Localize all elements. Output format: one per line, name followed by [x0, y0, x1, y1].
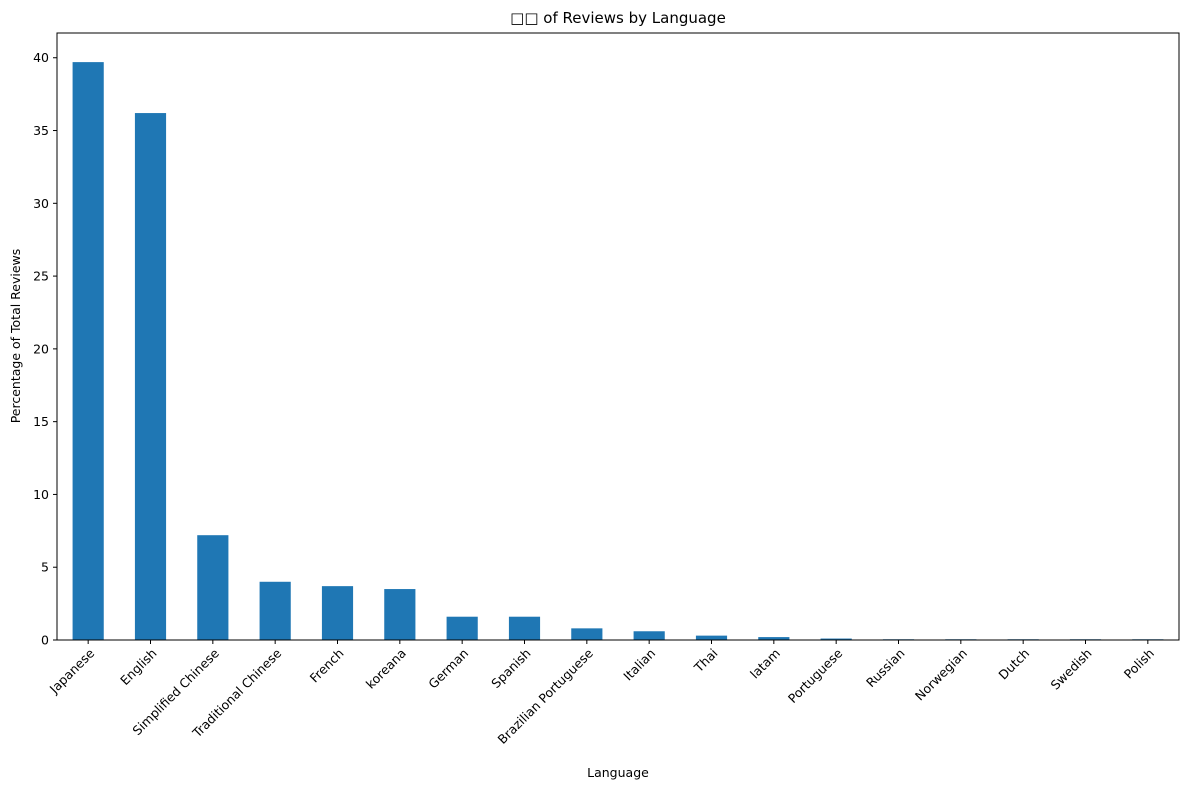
bar-french — [321, 586, 354, 640]
y-tick-label: 10 — [33, 487, 49, 502]
x-axis-label: Language — [587, 765, 649, 780]
x-tick-label: koreana — [363, 646, 409, 692]
bar-simplified-chinese — [197, 535, 229, 640]
bar-spanish — [508, 616, 541, 640]
bar-german — [446, 616, 478, 640]
y-tick-label: 20 — [33, 341, 49, 356]
bar-latam — [758, 637, 790, 640]
y-tick-label: 0 — [41, 633, 49, 648]
x-tick-label: French — [307, 646, 347, 686]
bar-brazilian-portuguese — [571, 628, 603, 640]
x-tick-label: English — [117, 646, 160, 689]
y-tick-label: 35 — [33, 123, 49, 138]
x-tick-label: Russian — [863, 646, 908, 691]
bar-thai — [695, 635, 728, 640]
bar-japanese — [72, 62, 104, 640]
x-tick-label: Dutch — [995, 646, 1032, 683]
x-tick-label: German — [425, 646, 471, 692]
bars-group — [72, 62, 1164, 641]
x-tick-label: latam — [747, 646, 783, 682]
bar-traditional-chinese — [259, 581, 291, 640]
x-tick-label: Thai — [690, 646, 720, 676]
bar-koreana — [384, 589, 416, 640]
x-tick-label: Polish — [1121, 646, 1157, 682]
x-tick-label: Swedish — [1047, 646, 1094, 693]
x-tick-label: Spanish — [488, 646, 534, 692]
y-axis: 0 5 10 15 20 25 30 35 40 — [33, 50, 57, 648]
bar-portuguese — [820, 638, 852, 640]
y-axis-label: Percentage of Total Reviews — [8, 249, 23, 424]
y-tick-label: 5 — [41, 560, 49, 575]
x-tick-label: Japanese — [46, 645, 98, 697]
x-tick-label: Portuguese — [785, 645, 846, 706]
chart-title: □□ of Reviews by Language — [510, 9, 726, 27]
y-tick-label: 40 — [33, 50, 49, 65]
plot-frame — [56, 32, 1180, 641]
bar-italian — [633, 631, 665, 640]
bar-english — [134, 113, 167, 641]
y-tick-label: 15 — [33, 414, 49, 429]
y-tick-label: 30 — [33, 196, 49, 211]
x-tick-label: Italian — [620, 646, 658, 684]
x-tick-label: Norwegian — [912, 646, 970, 704]
y-tick-label: 25 — [33, 269, 49, 284]
